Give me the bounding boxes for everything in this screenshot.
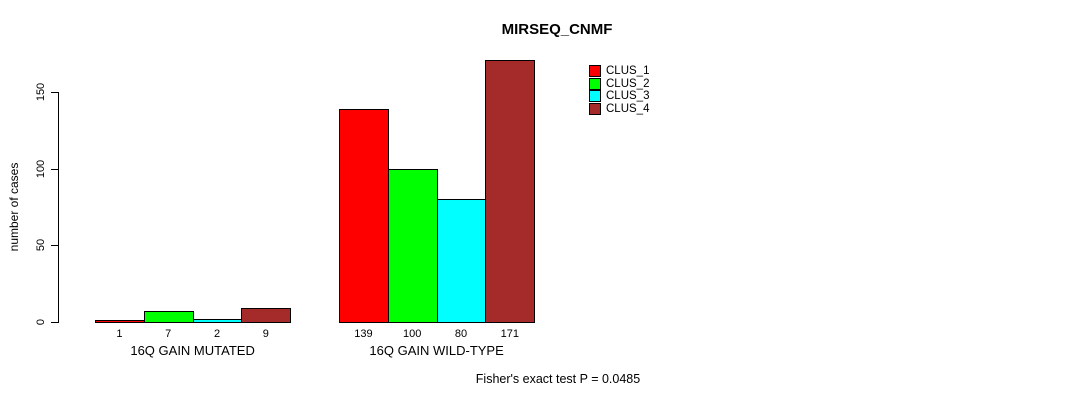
bar-clus_2-wild-type [387,168,438,323]
bar-clus_3-wild-type [436,199,487,323]
legend-swatch-icon [589,65,601,77]
legend-row-clus_4: CLUS_4 [589,103,650,116]
y-axis-line [58,92,59,323]
legend-label: CLUS_4 [606,103,650,116]
y-axis-tick-label: 100 [35,159,47,178]
bar-value-label: 139 [354,328,373,340]
x-group-label: 16Q GAIN MUTATED [130,343,255,358]
bar-value-label: 80 [454,328,468,340]
legend-label: CLUS_3 [606,90,650,103]
bar-value-label: 2 [213,328,221,340]
x-group-label: 16Q GAIN WILD-TYPE [369,343,504,358]
y-axis-tick-label: 150 [35,82,47,102]
y-axis-tick [51,168,58,170]
legend-label: CLUS_2 [606,77,650,90]
legend: CLUS_1 CLUS_2 CLUS_3 CLUS_4 [589,65,649,116]
y-axis-tick-label: 50 [35,239,47,252]
bar-value-label: 100 [403,328,422,340]
bar-clus_2-mutated [143,311,194,323]
y-axis-tick [51,92,58,93]
y-axis-tick-label: 0 [35,318,47,326]
bar-value-label: 7 [165,328,172,340]
legend-swatch-icon [589,77,601,90]
legend-row-clus_3: CLUS_3 [589,90,650,103]
legend-label: CLUS_1 [606,65,650,77]
legend-swatch-icon [589,90,601,103]
legend-swatch-icon [589,103,601,116]
bar-clus_1-wild-type [339,108,389,323]
y-axis-tick [51,245,58,247]
bar-clus_4-mutated [241,308,292,323]
bar-clus_1-mutated [95,320,145,323]
bar-value-label: 1 [116,328,123,340]
legend-row-clus_2: CLUS_2 [589,77,650,90]
legend-row-clus_1: CLUS_1 [589,65,649,77]
chart-title: MIRSEQ_CNMF [501,21,613,38]
y-axis-tick [51,322,58,323]
bar-clus_3-mutated [192,318,243,323]
bar-value-label: 171 [500,328,519,340]
bar-clus_4-wild-type [485,59,536,323]
fisher-test-annotation: Fisher's exact test P = 0.0485 [475,372,641,386]
bar-value-label: 9 [262,328,269,340]
y-axis-label: number of cases [7,162,21,252]
